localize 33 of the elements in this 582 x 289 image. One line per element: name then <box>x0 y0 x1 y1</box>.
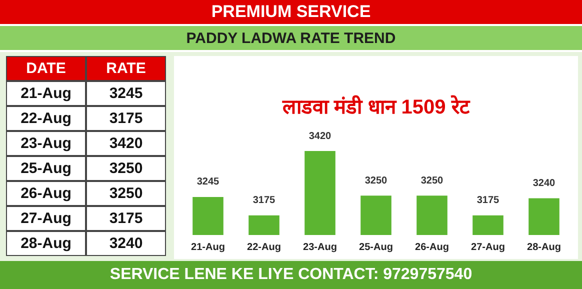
data-label: 3175 <box>476 195 500 206</box>
data-label: 3250 <box>364 175 388 186</box>
data-label: 3420 <box>308 130 332 142</box>
x-tick-label: 23-Aug <box>303 242 337 253</box>
text: 27-Aug <box>6 206 86 231</box>
text: 22-Aug <box>6 106 86 131</box>
text: PREMIUM SERVICE <box>211 2 371 22</box>
text: 21-Aug <box>6 81 86 106</box>
text: 3175 <box>86 106 166 131</box>
x-tick-label: 25-Aug <box>359 242 393 253</box>
text: 25-Aug <box>6 156 86 181</box>
data-label: 3250 <box>420 175 444 186</box>
text: 3250 <box>86 156 166 181</box>
data-label: 3245 <box>196 176 220 188</box>
text: RATE <box>86 56 166 81</box>
text: 3420 <box>86 131 166 156</box>
x-tick-label: 26-Aug <box>415 242 449 253</box>
x-tick-label: 27-Aug <box>471 242 505 253</box>
text: 3240 <box>86 231 166 256</box>
x-tick-label: 28-Aug <box>527 242 561 253</box>
x-tick-label: 22-Aug <box>247 242 281 253</box>
data-label: 3175 <box>252 195 276 206</box>
text: 3245 <box>86 81 166 106</box>
annotation: SERVICE LENE KE LIYE CONTACT: 9729757540 <box>110 266 472 284</box>
text: 26-Aug <box>6 181 86 206</box>
chart-title: PADDY LADWA RATE TREND <box>186 30 396 46</box>
text: DATE <box>6 56 86 81</box>
data-label: 3240 <box>532 178 556 189</box>
text: 3250 <box>86 181 166 206</box>
chart-subtitle: लाडवा मंडी धान 1509 रेट <box>282 94 470 119</box>
text: 23-Aug <box>6 131 86 156</box>
text: 3175 <box>86 206 166 231</box>
x-tick-label: 21-Aug <box>191 242 225 253</box>
